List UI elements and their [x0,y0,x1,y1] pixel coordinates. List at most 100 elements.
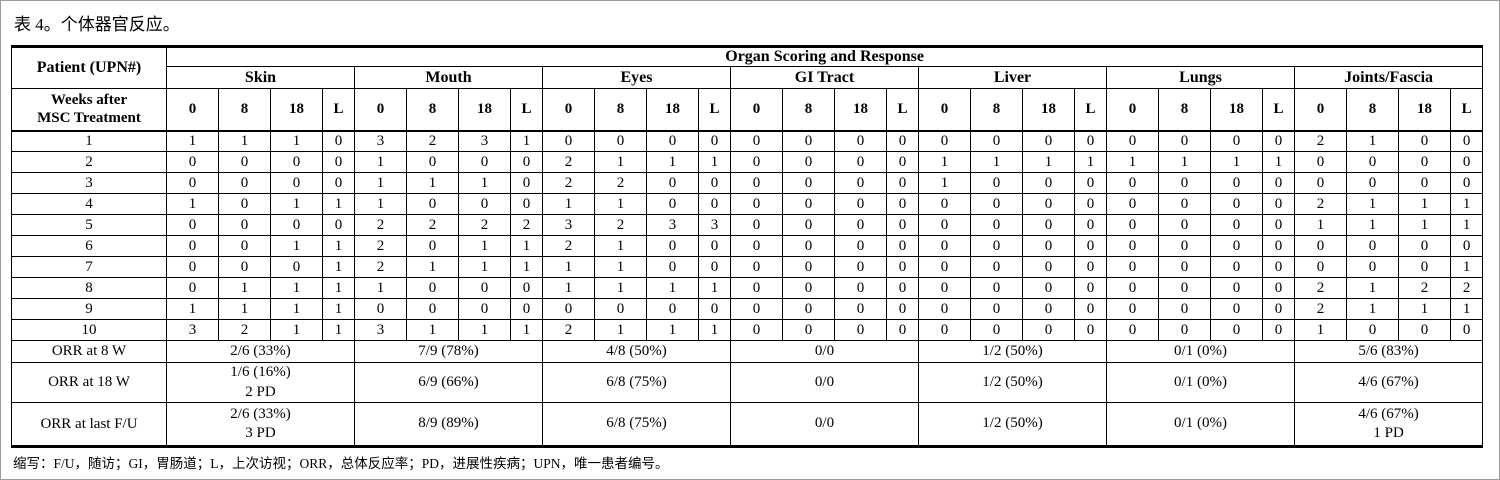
score-cell-skin-18: 0 [270,214,323,236]
score-cell-joints-fascia-8: 1 [1346,277,1399,299]
patient-id-cell: 4 [11,193,167,215]
score-cell-mouth-l: 0 [510,172,543,194]
score-cell-joints-fascia-0: 0 [1294,151,1347,173]
score-cell-joints-fascia-18: 0 [1398,319,1451,341]
score-cell-joints-fascia-0: 1 [1294,214,1347,236]
score-cell-liver-8: 0 [970,298,1023,320]
score-cell-skin-8: 0 [218,172,271,194]
summary-value-cell-mouth: 7/9 (78%) [354,340,543,363]
score-cell-liver-18: 0 [1022,193,1075,215]
summary-value-cell-mouth: 6/9 (66%) [354,362,543,403]
score-cell-gi-tract-8: 0 [782,256,835,278]
timepoint-header-lungs-18: 18 [1210,88,1263,132]
timepoint-header-joints-fascia-0: 0 [1294,88,1347,132]
score-cell-gi-tract-0: 0 [730,277,783,299]
timepoint-header-eyes-18: 18 [646,88,699,132]
score-cell-liver-18: 1 [1022,151,1075,173]
score-cell-gi-tract-0: 0 [730,319,783,341]
summary-value-line: 8/9 (89%) [418,415,479,432]
score-cell-liver-8: 0 [970,172,1023,194]
score-cell-skin-l: 0 [322,214,355,236]
score-cell-mouth-18: 0 [458,151,511,173]
organ-header-lungs: Lungs [1106,66,1295,89]
patient-id-cell: 7 [11,256,167,278]
score-cell-joints-fascia-0: 0 [1294,235,1347,257]
score-cell-gi-tract-l: 0 [886,319,919,341]
score-cell-eyes-0: 2 [542,151,595,173]
score-cell-joints-fascia-18: 1 [1398,214,1451,236]
timepoint-header-liver-18: 18 [1022,88,1075,132]
score-cell-joints-fascia-18: 0 [1398,256,1451,278]
summary-value-line: 2 PD [245,383,276,400]
score-cell-mouth-0: 0 [354,298,407,320]
header-row-organs: Skin Mouth Eyes GI Tract Liver Lungs Joints/Fa… [12,66,1484,89]
score-cell-joints-fascia-l: 0 [1449,130,1484,152]
score-cell-mouth-0: 2 [354,235,407,257]
summary-value-cell-liver: 1/2 (50%) [918,362,1107,403]
score-cell-joints-fascia-8: 1 [1346,130,1399,152]
score-cell-eyes-8: 1 [594,256,647,278]
organ-header-skin: Skin [166,66,355,89]
score-cell-mouth-8: 2 [406,130,459,152]
score-cell-gi-tract-l: 0 [886,193,919,215]
summary-value-cell-gi-tract: 0/0 [730,402,919,448]
score-cell-mouth-0: 1 [354,151,407,173]
score-cell-mouth-8: 0 [406,193,459,215]
score-cell-joints-fascia-18: 0 [1398,151,1451,173]
score-cell-liver-l: 0 [1074,256,1107,278]
score-cell-liver-0: 0 [918,193,971,215]
score-cell-liver-0: 1 [918,151,971,173]
score-cell-eyes-18: 0 [646,193,699,215]
score-cell-skin-8: 0 [218,256,271,278]
summary-value-line: 0/0 [814,373,835,390]
score-cell-joints-fascia-0: 2 [1294,298,1347,320]
score-cell-lungs-l: 0 [1262,235,1295,257]
summary-value-line: 5/6 (83%) [1358,342,1419,359]
score-cell-skin-18: 1 [270,277,323,299]
score-cell-gi-tract-0: 0 [730,298,783,320]
score-cell-skin-0: 1 [166,130,219,152]
score-cell-mouth-0: 1 [354,277,407,299]
score-cell-mouth-l: 0 [510,298,543,320]
score-cell-eyes-l: 1 [698,319,731,341]
summary-value-line: 7/9 (78%) [418,342,479,359]
score-cell-eyes-0: 3 [542,214,595,236]
header-row-timepoints: Weeks after MSC Treatment 0 8 18 L 0 8 18 L 0 8 18 L 0… [11,88,1484,132]
summary-label-cell: ORR at 18 W [11,362,167,403]
summary-row-orr-at-last-f-u: ORR at last F/U 2/6 (33%) 3 PD 8/9 (89%) 6/8… [11,402,1484,448]
organ-response-table: Patient (UPN#) Organ Scoring and Response… [11,45,1484,448]
score-cell-eyes-8: 1 [594,235,647,257]
timepoint-header-eyes-0: 0 [542,88,595,132]
summary-value-line: 0/1 (0%) [1174,373,1227,390]
score-cell-lungs-l: 0 [1262,193,1295,215]
score-cell-mouth-0: 3 [354,130,407,152]
score-cell-gi-tract-8: 0 [782,193,835,215]
score-cell-skin-l: 0 [322,151,355,173]
timepoint-header-joints-fascia-18: 18 [1398,88,1451,132]
score-cell-lungs-0: 0 [1106,319,1159,341]
score-cell-lungs-l: 0 [1262,214,1295,236]
timepoint-header-eyes-8: 8 [594,88,647,132]
score-cell-liver-l: 0 [1074,130,1107,152]
summary-row-orr-at-8-w: ORR at 8 W 2/6 (33%) 7/9 (78%) 4/8 (50%) 0/0… [11,340,1484,363]
score-cell-mouth-8: 1 [406,319,459,341]
score-cell-lungs-0: 0 [1106,277,1159,299]
timepoint-header-mouth-18: 18 [458,88,511,132]
patient-id-cell: 8 [11,277,167,299]
abbreviations-footnote: 缩写：F/U，随访；GI，胃肠道；L，上次访视；ORR，总体反应率；PD，进展性… [13,456,669,471]
summary-value-cell-eyes: 6/8 (75%) [542,402,731,448]
score-cell-skin-18: 1 [270,298,323,320]
score-cell-eyes-8: 1 [594,193,647,215]
score-cell-mouth-18: 1 [458,235,511,257]
score-cell-lungs-8: 0 [1158,277,1211,299]
summary-value-line: 1/2 (50%) [982,373,1043,390]
summary-value-line: 0/0 [814,415,835,432]
patient-id-cell: 6 [11,235,167,257]
summary-value-line: 4/6 (67%) [1358,405,1419,422]
score-cell-lungs-l: 0 [1262,130,1295,152]
patient-id-cell: 2 [11,151,167,173]
score-cell-mouth-0: 2 [354,214,407,236]
score-cell-mouth-8: 2 [406,214,459,236]
